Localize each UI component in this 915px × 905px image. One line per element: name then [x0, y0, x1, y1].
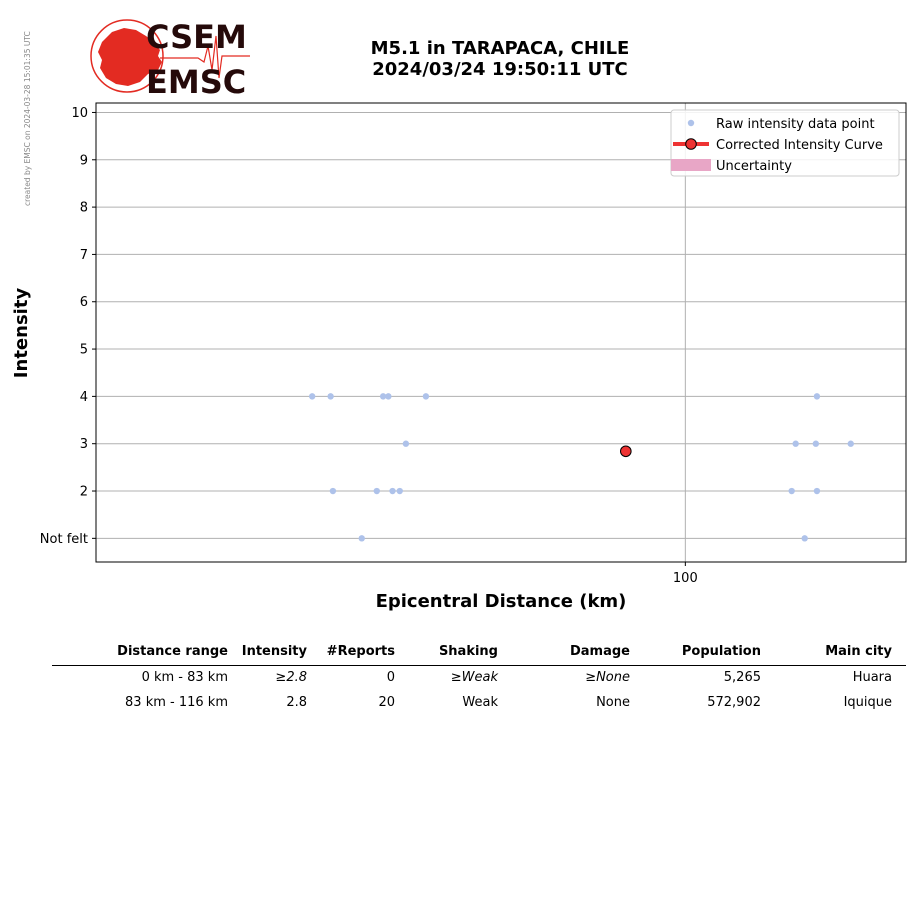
legend-label: Uncertainty [716, 159, 792, 174]
raw-data-point [396, 487, 403, 495]
raw-data-point [385, 393, 392, 400]
chart-ticks: Not felt 2 3 4 5 6 7 8 9 10 100 [40, 106, 698, 586]
raw-data-point [389, 487, 396, 495]
raw-data-point [402, 440, 410, 447]
logo-line1: CSEM [146, 18, 247, 56]
chart-grid [96, 103, 906, 562]
y-axis-label: Intensity [11, 288, 32, 379]
header-damage: Damage [569, 644, 630, 659]
logo-seismogram [160, 35, 250, 79]
cell-main-city: Iquique [843, 695, 892, 710]
cell-distance-range: 0 km - 83 km [141, 670, 228, 685]
raw-data-point [308, 393, 316, 400]
cell-distance-range: 83 km - 116 km [125, 695, 228, 710]
raw-data-point [788, 487, 795, 495]
header-distance-range: Distance range [117, 644, 228, 659]
legend-uncertainty-swatch [671, 159, 711, 171]
legend-box [670, 109, 900, 177]
chart-title: M5.1 in TARAPACA, CHILE 2024/03/24 19:50… [300, 38, 700, 80]
raw-data-point [373, 487, 380, 495]
raw-data-point [358, 535, 365, 542]
cell-reports: 20 [378, 695, 395, 710]
cell-population: 572,902 [707, 695, 761, 710]
plot-frame [95, 102, 907, 563]
y-tick-label: 7 [80, 248, 88, 263]
x-axis-label: Epicentral Distance (km) [376, 591, 627, 612]
corrected-intensity-point [620, 445, 632, 458]
legend-label: Corrected Intensity Curve [716, 138, 883, 153]
raw-data-point [801, 535, 808, 542]
raw-data-point [847, 440, 854, 447]
cell-damage: None [596, 695, 630, 710]
table-header: Distance range Intensity #Reports Shakin… [52, 640, 906, 666]
raw-data-point [812, 440, 820, 447]
logo-globe-icon [90, 19, 164, 93]
table-row: 83 km - 116 km 2.8 20 Weak None 572,902 … [52, 691, 906, 716]
summary-table: Distance range Intensity #Reports Shakin… [52, 640, 906, 716]
cell-shaking: ≥Weak [450, 670, 498, 685]
cell-intensity: 2.8 [286, 695, 307, 710]
header-intensity: Intensity [241, 644, 307, 659]
chart-legend: Raw intensity data point Corrected Intens… [670, 109, 900, 177]
y-tick-label: 2 [80, 485, 88, 500]
title-line1: M5.1 in TARAPACA, CHILE [370, 38, 630, 59]
emsc-logo: CSEM EMSC [90, 18, 250, 100]
y-tick-label: 4 [80, 390, 88, 405]
raw-data-point [813, 487, 821, 495]
y-tick-label: 6 [80, 295, 88, 310]
raw-data-point [329, 487, 337, 495]
cell-damage: ≥None [585, 670, 630, 685]
raw-data-point [792, 440, 799, 447]
y-tick-label: 9 [80, 153, 88, 168]
raw-data-point [379, 393, 387, 400]
table-row: 0 km - 83 km ≥2.8 0 ≥Weak ≥None 5,265 Hu… [52, 666, 906, 691]
raw-data-point [813, 393, 821, 400]
cell-main-city: Huara [852, 670, 892, 685]
watermark-text: created by EMSC on 2024-03-28 15:01:35 U… [23, 31, 32, 206]
raw-data-point [422, 393, 430, 400]
logo-line2: EMSC [146, 63, 246, 100]
watermark: created by EMSC on 2024-03-28 15:01:35 U… [23, 31, 32, 206]
header-main-city: Main city [825, 644, 892, 659]
cell-population: 5,265 [723, 670, 761, 685]
x-tick-label: 100 [673, 571, 698, 586]
legend-raw-marker [687, 119, 695, 127]
cell-shaking: Weak [462, 695, 498, 710]
y-tick-label: 5 [80, 343, 88, 358]
logo-map-shape [98, 28, 162, 86]
y-tick-label: 8 [80, 201, 88, 216]
header-reports: #Reports [326, 644, 395, 659]
header-shaking: Shaking [438, 644, 498, 659]
y-tick-label: 10 [71, 106, 88, 121]
cell-reports: 0 [386, 670, 395, 685]
raw-data-point [327, 393, 334, 400]
intensity-chart: Not felt 2 3 4 5 6 7 8 9 10 100 Epicentral Distanc… [11, 102, 907, 612]
cell-intensity: ≥2.8 [275, 670, 307, 685]
legend-label: Raw intensity data point [716, 117, 875, 132]
chart-marks [308, 393, 854, 542]
y-tick-label: Not felt [40, 532, 88, 547]
header-population: Population [681, 644, 761, 659]
legend-curve-marker [685, 138, 697, 150]
title-line2: 2024/03/24 19:50:11 UTC [372, 59, 628, 80]
y-tick-label: 3 [80, 437, 88, 452]
